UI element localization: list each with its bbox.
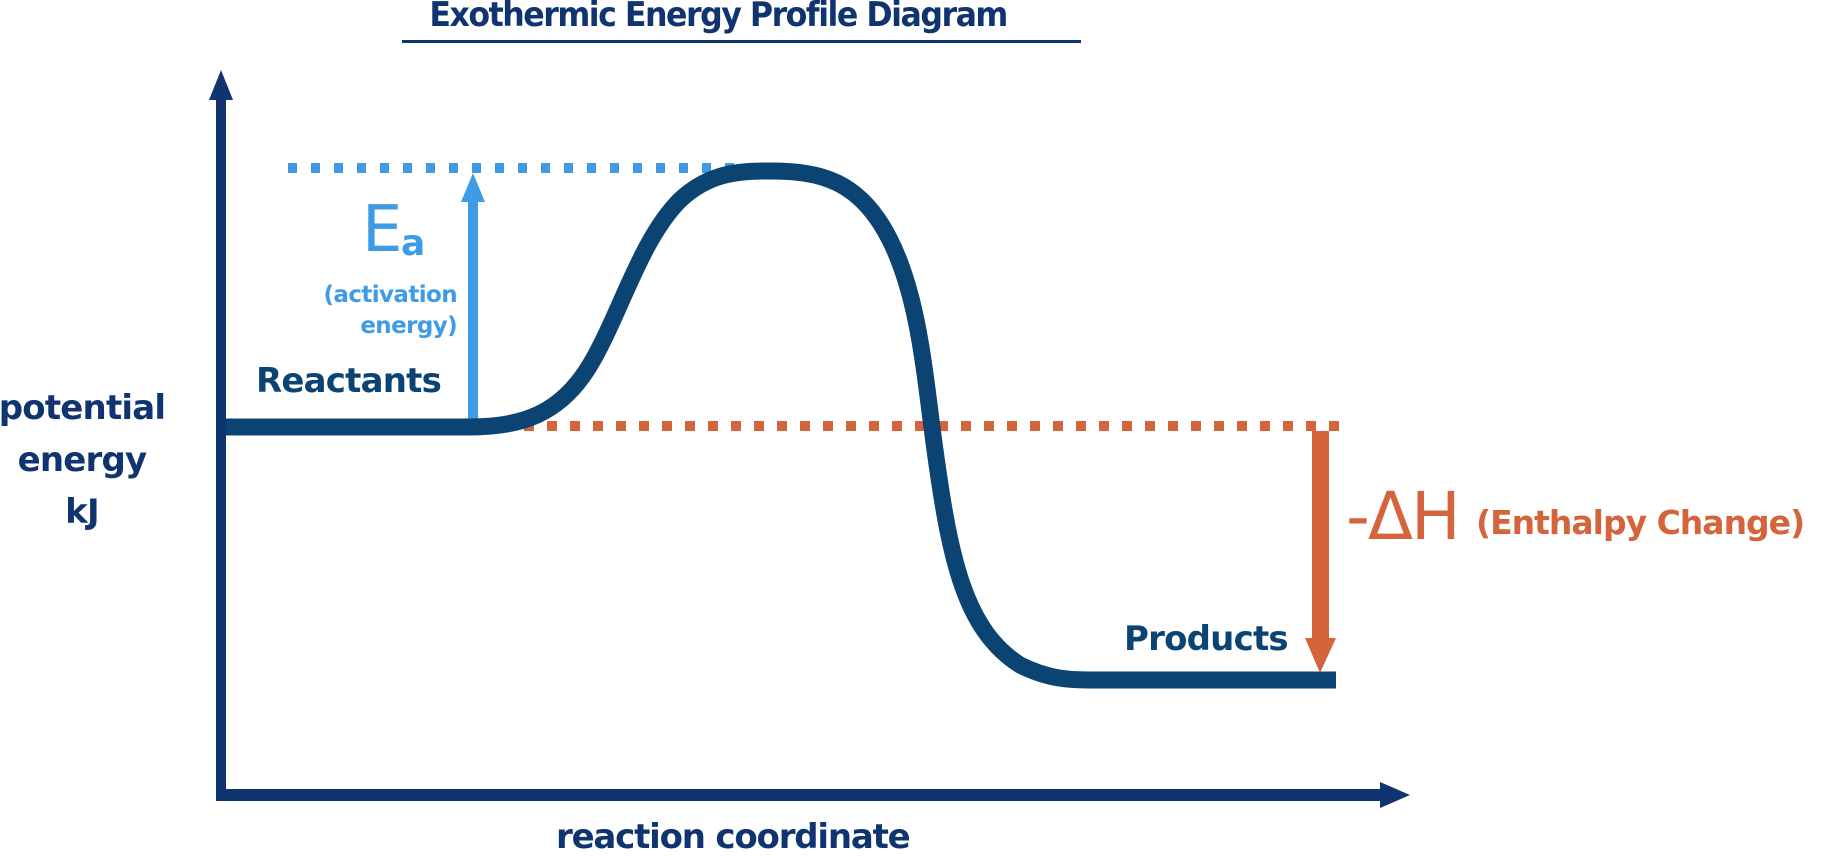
enthalpy-change-description: (Enthalpy Change) [1476, 503, 1805, 542]
activation-energy-description: (activation energy) [300, 280, 457, 342]
diagram-title: Exothermic Energy Profile Diagram [429, 0, 1008, 35]
arrow-up-icon [461, 173, 485, 202]
x-axis-arrow-icon [1380, 782, 1410, 808]
title-underline [402, 40, 1081, 43]
x-axis [216, 782, 1410, 808]
activation-desc-line: energy) [360, 313, 457, 339]
arrow-down-icon [1305, 638, 1336, 673]
y-axis [209, 70, 233, 801]
enthalpy-change-arrow [1305, 431, 1336, 673]
products-label: Products [1124, 619, 1289, 659]
activation-energy-arrow [461, 173, 485, 420]
y-axis-label-line: potential [0, 388, 166, 428]
y-axis-arrow-icon [209, 70, 233, 100]
activation-desc-line: (activation [323, 282, 457, 308]
reactants-label: Reactants [256, 361, 442, 401]
activation-energy-subscript: a [401, 223, 426, 264]
y-axis-label: potential energy kJ [0, 382, 166, 538]
activation-energy-symbol: E [362, 193, 403, 267]
x-axis-label: reaction coordinate [556, 817, 911, 857]
y-axis-label-line: kJ [65, 492, 99, 532]
enthalpy-change-symbol: -ΔH [1346, 478, 1461, 555]
y-axis-label-line: energy [17, 440, 148, 480]
energy-curve [226, 162, 1336, 689]
